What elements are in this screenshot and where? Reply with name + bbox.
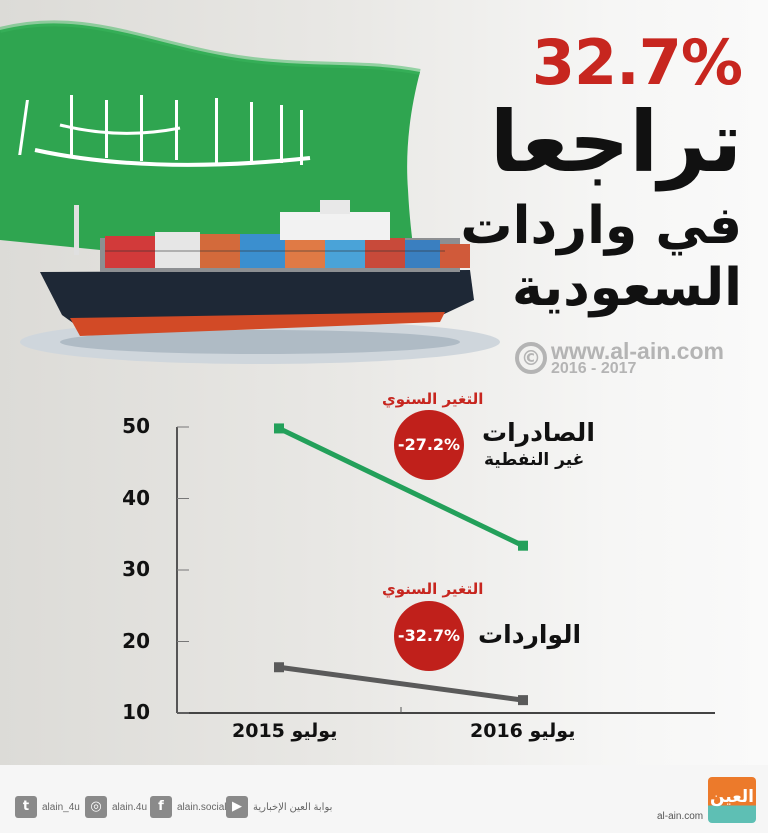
- x-label-2015: يوليو 2015: [232, 720, 338, 742]
- footer: t alain_4u ◎ alain.4u f alain.social ▶ بوابة ال…: [0, 765, 768, 833]
- exports-change-bubble: -27.2%: [394, 410, 464, 480]
- chart-axes: [176, 426, 715, 714]
- social-handle: alain.social: [177, 801, 227, 813]
- social-link-facebook[interactable]: f alain.social: [150, 796, 226, 818]
- imports-series-name: الواردات: [478, 620, 582, 649]
- twitter-icon: t: [15, 796, 37, 818]
- imports-change-label: التغير السنوي: [382, 580, 484, 598]
- exports-change-label: التغير السنوي: [382, 390, 484, 408]
- al-ain-logo: العين: [708, 777, 756, 823]
- flag-calligraphy: [18, 95, 311, 167]
- instagram-icon: ◎: [85, 796, 107, 818]
- series-line: [274, 662, 528, 706]
- y-tick-label: 10: [122, 700, 150, 724]
- exports-series-subname: غير النفطية: [484, 450, 585, 470]
- imports-change-bubble: -32.7%: [394, 601, 464, 671]
- copyright-years: 2016 - 2017: [551, 360, 637, 377]
- site-url[interactable]: al-ain.com: [657, 811, 704, 822]
- social-link-instagram[interactable]: ◎ alain.4u: [85, 796, 147, 818]
- social-handle: بوابة العين الإخبارية: [253, 801, 333, 813]
- copyright-url: www.al-ain.com: [551, 338, 724, 364]
- social-link-youtube[interactable]: ▶ بوابة العين الإخبارية: [226, 796, 332, 818]
- social-handle: alain_4u: [42, 801, 80, 813]
- social-handle: alain.4u: [112, 801, 148, 813]
- copyright-icon: ©: [515, 342, 547, 374]
- chart-series: [274, 423, 528, 706]
- x-label-2016: يوليو 2016: [470, 720, 576, 742]
- facebook-icon: f: [150, 796, 172, 818]
- hero-illustration: [0, 0, 500, 380]
- exports-series-name: الصادرات: [482, 418, 595, 447]
- y-tick-label: 30: [122, 557, 150, 581]
- flag-and-ship-image: [0, 20, 500, 364]
- series-line: [274, 423, 528, 551]
- line-chart: 10 20 30 40 50 يوليو 2015 يوليو 2016 التغير …: [0, 380, 768, 770]
- y-tick-label: 50: [122, 414, 150, 438]
- headline-percentage: 32.7%: [531, 26, 743, 99]
- social-link-twitter[interactable]: t alain_4u: [15, 796, 80, 818]
- y-tick-label: 40: [122, 485, 150, 510]
- headline-line-2: في واردات: [460, 196, 742, 256]
- headline-line-3: السعودية: [512, 258, 742, 318]
- y-tick-label: 20: [122, 628, 150, 653]
- youtube-icon: ▶: [226, 796, 248, 818]
- containers: [100, 232, 470, 272]
- headline-line-1: تراجعا: [489, 93, 742, 191]
- chart-plot: [176, 423, 715, 714]
